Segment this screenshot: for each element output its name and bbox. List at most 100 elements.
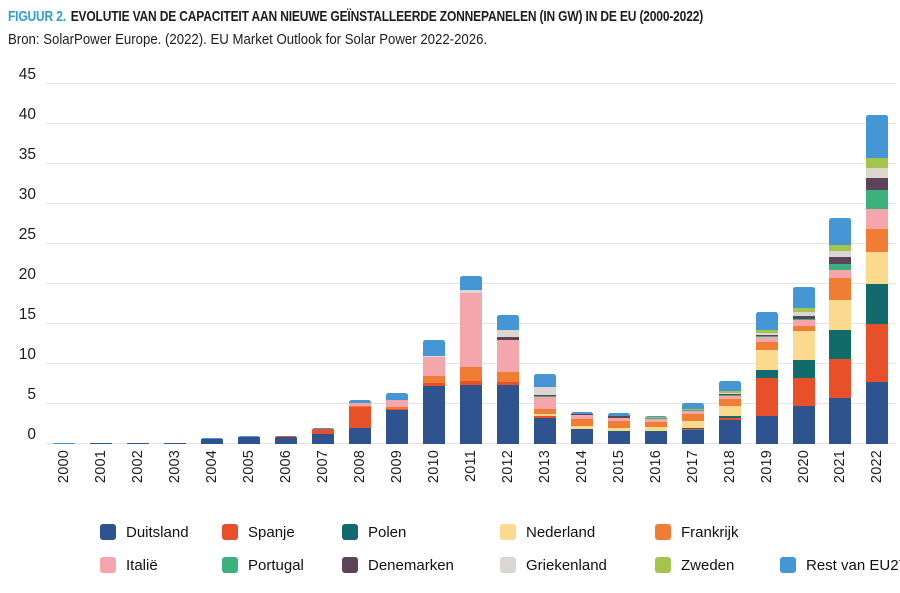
bar-slot-2006 — [268, 84, 305, 444]
bar-segment-nederland — [755, 349, 778, 371]
x-tick-label-2004: 2004 — [204, 450, 221, 484]
bar-slot-2014 — [563, 84, 600, 444]
bar-segment-zweden — [718, 391, 741, 393]
bar-segment-spanje — [459, 381, 482, 385]
y-tick-label-45: 45 — [18, 66, 36, 83]
figure-number: FIGUUR 2. — [8, 8, 66, 25]
bar-segment-nederland — [718, 406, 741, 417]
bar-segment-griekenland — [533, 386, 556, 395]
gridline-25 — [46, 243, 896, 244]
bar-segment-denemarken — [866, 178, 889, 191]
x-tick-label-2014: 2014 — [573, 450, 590, 484]
bar-segment-italië — [496, 340, 519, 373]
bar-2004 — [201, 438, 224, 444]
bar-segment-duitsland — [201, 439, 224, 444]
bar-slot-2021 — [822, 84, 859, 444]
legend-swatch-frankrijk — [655, 524, 671, 540]
x-tick-label-2020: 2020 — [795, 450, 812, 484]
x-tick-label-2009: 2009 — [389, 450, 406, 484]
bar-segment-italië — [386, 400, 409, 407]
bar-segment-italië — [607, 418, 630, 421]
bar-segment-rest-van-eu27 — [459, 276, 482, 290]
bars-row — [46, 84, 896, 444]
bar-segment-griekenland — [496, 330, 519, 337]
bar-2008 — [349, 400, 372, 444]
bar-segment-duitsland — [607, 432, 630, 444]
bar-slot-2020 — [785, 84, 822, 444]
x-tick-slot-2008: 2008 — [342, 450, 379, 496]
bar-segment-portugal — [718, 394, 741, 396]
bar-slot-2001 — [83, 84, 120, 444]
bar-2007 — [312, 428, 335, 444]
bar-segment-zweden — [755, 330, 778, 334]
bar-segment-nederland — [792, 331, 815, 361]
bar-slot-2013 — [526, 84, 563, 444]
bar-segment-spanje — [423, 382, 445, 386]
bar-2019 — [755, 312, 778, 444]
bar-segment-rest-van-eu27 — [718, 380, 741, 392]
legend-label: Frankrijk — [681, 523, 739, 541]
legend-swatch-rest-van-eu27 — [780, 557, 796, 573]
bar-segment-duitsland — [238, 437, 261, 444]
legend-swatch-italië — [100, 557, 116, 573]
bar-segment-frankrijk — [496, 372, 519, 383]
y-tick-label-0: 0 — [27, 426, 36, 443]
bar-segment-denemarken — [755, 334, 778, 336]
x-tick-label-2022: 2022 — [869, 450, 886, 484]
bar-segment-frankrijk — [681, 414, 704, 422]
bar-segment-frankrijk — [423, 376, 445, 383]
x-tick-label-2005: 2005 — [241, 450, 258, 484]
bar-segment-italië — [570, 415, 593, 419]
bar-segment-italië — [681, 410, 704, 415]
x-tick-slot-2020: 2020 — [785, 450, 822, 496]
bar-segment-spanje — [755, 378, 778, 416]
bar-segment-griekenland — [866, 168, 889, 179]
bar-slot-2007 — [305, 84, 342, 444]
legend-label: Griekenland — [526, 556, 607, 574]
y-tick-label-20: 20 — [18, 266, 36, 283]
legend-label: Spanje — [248, 523, 295, 541]
x-tick-slot-2012: 2012 — [489, 450, 526, 496]
bar-2015 — [607, 413, 630, 444]
bar-slot-2008 — [342, 84, 379, 444]
legend-item-italië: Italië — [100, 555, 222, 575]
bar-segment-frankrijk — [459, 366, 482, 381]
bar-2003 — [164, 442, 187, 444]
legend-item-polen: Polen — [342, 522, 500, 542]
x-tick-slot-2015: 2015 — [600, 450, 637, 496]
x-tick-label-2012: 2012 — [499, 450, 516, 484]
bar-segment-zweden — [681, 408, 704, 410]
bar-segment-spanje — [312, 429, 335, 434]
bar-segment-denemarken — [829, 256, 852, 265]
bar-segment-denemarken — [644, 417, 667, 419]
bar-segment-frankrijk — [755, 342, 778, 350]
bar-slot-2011 — [452, 84, 489, 444]
x-tick-label-2007: 2007 — [315, 450, 332, 484]
bar-segment-duitsland — [90, 443, 113, 444]
bar-segment-nederland — [829, 300, 852, 331]
x-tick-label-2017: 2017 — [684, 450, 701, 484]
bar-segment-italië — [533, 396, 556, 409]
legend-item-frankrijk: Frankrijk — [655, 522, 780, 542]
bar-2009 — [386, 393, 409, 444]
bar-segment-zweden — [792, 308, 815, 313]
bar-segment-italië — [829, 270, 852, 279]
bar-segment-italië — [312, 428, 335, 430]
bar-segment-denemarken — [533, 394, 556, 397]
legend-label: Duitsland — [126, 523, 189, 541]
bar-segment-nederland — [607, 427, 630, 432]
legend-label: Polen — [368, 523, 407, 541]
legend-swatch-nederland — [500, 524, 516, 540]
legend-label: Nederland — [526, 523, 596, 541]
bar-segment-frankrijk — [607, 420, 630, 428]
bar-segment-zweden — [829, 244, 852, 251]
bar-segment-spanje — [718, 418, 741, 421]
bar-segment-italië — [423, 357, 445, 377]
bar-segment-rest-van-eu27 — [570, 411, 593, 414]
legend-swatch-portugal — [222, 557, 238, 573]
x-tick-label-2015: 2015 — [610, 450, 627, 484]
x-tick-slot-2011: 2011 — [452, 450, 489, 496]
legend: Duitsland Spanje Polen Nederland Frankrijk It… — [100, 522, 900, 575]
bar-2017 — [681, 403, 704, 444]
bar-segment-duitsland — [644, 432, 667, 444]
